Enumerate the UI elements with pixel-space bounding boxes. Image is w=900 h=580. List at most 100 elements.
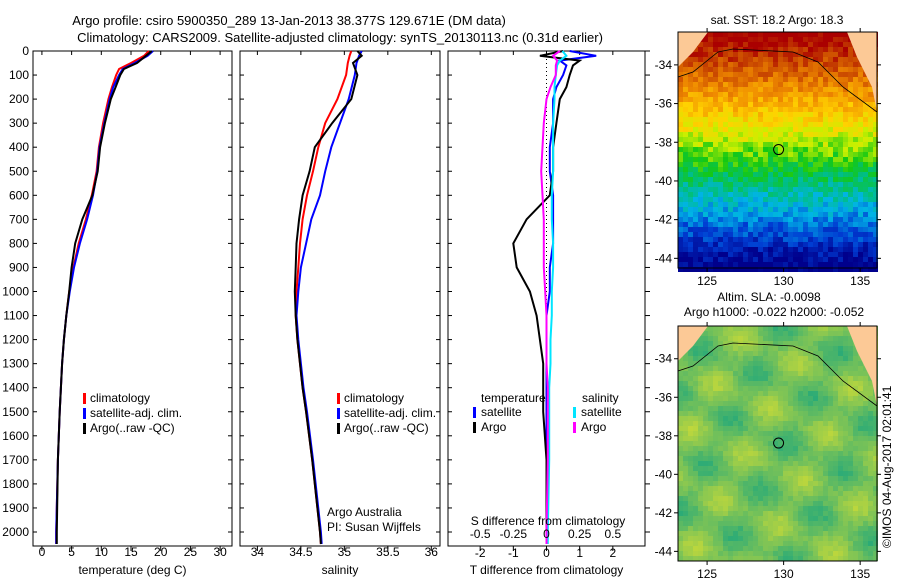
map-cell [713, 92, 718, 97]
map-cell [783, 511, 788, 516]
map-cell [838, 331, 843, 336]
map-cell [733, 247, 738, 252]
map-cell [723, 546, 728, 551]
map-cell [708, 42, 713, 47]
map-cell [758, 351, 763, 356]
map-cell [693, 556, 698, 561]
map-cell [693, 431, 698, 436]
map-cell [843, 227, 848, 232]
map-cell [703, 117, 708, 122]
map-cell [733, 117, 738, 122]
map-cell [753, 341, 758, 346]
map-cell [723, 72, 728, 77]
map-cell [773, 267, 778, 272]
map-cell [823, 177, 828, 182]
map-cell [803, 112, 808, 117]
map-cell [738, 331, 743, 336]
map-cell [723, 401, 728, 406]
map-cell [793, 401, 798, 406]
map-cell [743, 411, 748, 416]
map-cell [828, 237, 833, 242]
map-cell [748, 416, 753, 421]
map-cell [838, 117, 843, 122]
map-cell [803, 157, 808, 162]
map-cell [868, 526, 873, 531]
map-cell [778, 396, 783, 401]
map-cell [833, 341, 838, 346]
map-cell [823, 501, 828, 506]
map-cell [818, 486, 823, 491]
map-cell [773, 97, 778, 102]
map-cell [798, 192, 803, 197]
map-cell [858, 72, 863, 77]
map-cell [828, 137, 833, 142]
map-cell [773, 396, 778, 401]
map-cell [833, 386, 838, 391]
map-cell [713, 42, 718, 47]
map-cell [773, 421, 778, 426]
map-cell [868, 257, 873, 262]
map-cell [858, 361, 863, 366]
map-cell [848, 496, 853, 501]
map-cell [823, 386, 828, 391]
map-cell [813, 212, 818, 217]
map-cell [713, 511, 718, 516]
map-cell [868, 267, 873, 272]
map-cell [703, 202, 708, 207]
map-cell [768, 97, 773, 102]
map-cell [733, 77, 738, 82]
map-cell [803, 177, 808, 182]
map-cell [838, 521, 843, 526]
map-cell [843, 217, 848, 222]
map-cell [808, 356, 813, 361]
map-cell [833, 92, 838, 97]
map-cell [793, 501, 798, 506]
map-cell [698, 257, 703, 262]
map-cell [743, 461, 748, 466]
map-cell [858, 376, 863, 381]
map-cell [853, 107, 858, 112]
map-cell [718, 506, 723, 511]
map-cell [743, 491, 748, 496]
map-cell [768, 102, 773, 107]
map-cell [758, 386, 763, 391]
map-cell [848, 67, 853, 72]
map-cell [698, 526, 703, 531]
map-cell [778, 207, 783, 212]
map-cell [828, 416, 833, 421]
map-cell [723, 356, 728, 361]
map-cell [798, 486, 803, 491]
map-cell [793, 396, 798, 401]
map-cell [798, 541, 803, 546]
map-cell [843, 421, 848, 426]
map-cell [698, 336, 703, 341]
map-cell [678, 177, 683, 182]
map-cell [703, 77, 708, 82]
map-cell [763, 202, 768, 207]
map-cell [718, 361, 723, 366]
map-cell [833, 361, 838, 366]
map-cell [718, 356, 723, 361]
map-cell [858, 247, 863, 252]
map-cell [833, 262, 838, 267]
map-cell [828, 117, 833, 122]
map-cell [813, 152, 818, 157]
map-cell [688, 381, 693, 386]
map-cell [753, 496, 758, 501]
map-cell [783, 87, 788, 92]
map-cell [773, 476, 778, 481]
map-cell [843, 376, 848, 381]
map-cell [708, 516, 713, 521]
map-cell [843, 242, 848, 247]
map-cell [708, 351, 713, 356]
map-cell [783, 92, 788, 97]
map-cell [783, 551, 788, 556]
map-cell [723, 212, 728, 217]
map-cell [863, 426, 868, 431]
map-cell [743, 262, 748, 267]
map-cell [723, 242, 728, 247]
map-cell [813, 356, 818, 361]
map-lat-label: -38 [655, 135, 673, 149]
map-cell [768, 466, 773, 471]
map-cell [783, 406, 788, 411]
